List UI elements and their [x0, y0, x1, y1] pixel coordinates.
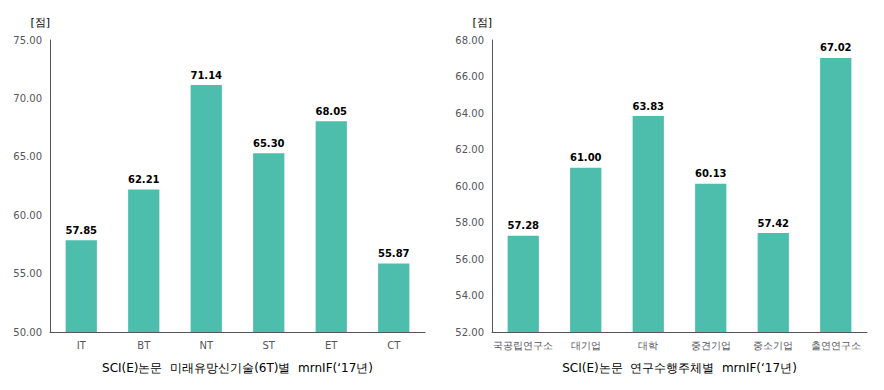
svg-text:75.00: 75.00 [13, 35, 42, 46]
svg-text:70.00: 70.00 [13, 93, 42, 104]
svg-text:62.00: 62.00 [455, 144, 484, 155]
svg-text:57.85: 57.85 [65, 225, 97, 236]
svg-text:67.02: 67.02 [820, 42, 852, 53]
svg-text:BT: BT [137, 340, 151, 351]
svg-text:58.00: 58.00 [455, 217, 484, 228]
svg-text:55.00: 55.00 [13, 268, 42, 279]
svg-text:57.42: 57.42 [757, 218, 789, 229]
svg-text:60.00: 60.00 [455, 181, 484, 192]
svg-text:68.05: 68.05 [315, 106, 347, 117]
svg-text:55.87: 55.87 [378, 248, 410, 259]
svg-text:대학: 대학 [638, 340, 658, 351]
svg-text:65.00: 65.00 [13, 151, 42, 162]
svg-text:IT: IT [77, 340, 87, 351]
svg-text:[점]: [점] [472, 16, 492, 29]
svg-text:71.14: 71.14 [190, 70, 222, 81]
svg-text:68.00: 68.00 [455, 35, 484, 46]
svg-text:63.83: 63.83 [632, 101, 664, 112]
svg-text:57.28: 57.28 [507, 220, 539, 231]
svg-text:출연연구소: 출연연구소 [811, 340, 861, 351]
svg-text:CT: CT [387, 340, 401, 351]
svg-text:54.00: 54.00 [455, 290, 484, 301]
svg-text:중소기업: 중소기업 [753, 340, 793, 351]
svg-text:64.00: 64.00 [455, 108, 484, 119]
svg-text:[점]: [점] [30, 16, 50, 29]
svg-text:ET: ET [325, 340, 338, 351]
svg-text:국공립연구소: 국공립연구소 [493, 340, 553, 351]
svg-text:대기업: 대기업 [571, 340, 601, 351]
svg-text:ST: ST [263, 340, 276, 351]
svg-text:중견기업: 중견기업 [691, 340, 731, 351]
svg-text:NT: NT [199, 340, 213, 351]
svg-text:SCI(E)논문 미래유망신기술(6T)별 mrnIF(: SCI(E)논문 미래유망신기술(6T)별 mrnIF(‘17년) [102, 361, 373, 375]
svg-text:66.00: 66.00 [455, 71, 484, 82]
svg-text:50.00: 50.00 [13, 327, 42, 338]
svg-text:60.00: 60.00 [13, 210, 42, 221]
svg-text:52.00: 52.00 [455, 327, 484, 338]
svg-text:56.00: 56.00 [455, 254, 484, 265]
svg-text:61.00: 61.00 [570, 152, 602, 163]
svg-text:SCI(E)논문 연구수행주체별 mrnIF(‘17년): SCI(E)논문 연구수행주체별 mrnIF(‘17년) [562, 361, 797, 375]
svg-text:62.21: 62.21 [128, 174, 160, 185]
svg-text:60.13: 60.13 [695, 168, 727, 179]
svg-text:65.30: 65.30 [253, 138, 285, 149]
